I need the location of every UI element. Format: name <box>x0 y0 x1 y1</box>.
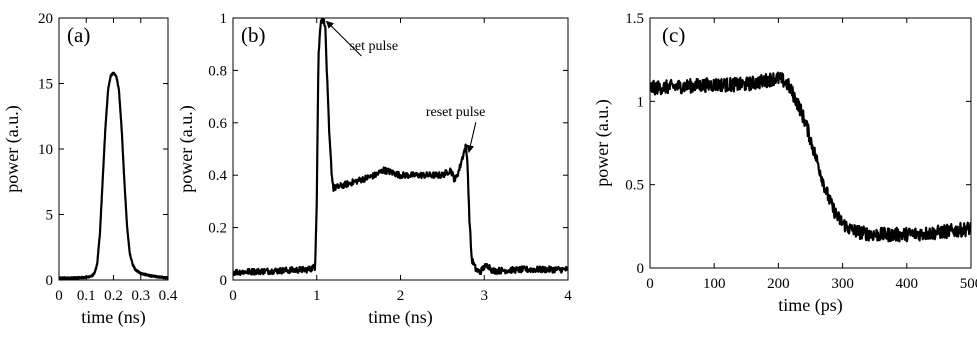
y-tick-label: 10 <box>38 142 53 158</box>
y-axis-label: power (a.u.) <box>2 105 23 192</box>
x-tick-label: 0 <box>55 288 63 304</box>
panel-label: (b) <box>241 23 266 47</box>
y-tick-label: 0 <box>220 273 228 289</box>
y-tick-label: 15 <box>38 77 53 93</box>
series-line-1 <box>59 71 168 280</box>
y-tick-label: 0 <box>46 273 54 289</box>
x-axis-label: time (ps) <box>778 295 843 316</box>
x-tick-label: 0.3 <box>131 288 150 304</box>
x-tick-label: 0 <box>646 276 654 292</box>
y-tick-label: 0.5 <box>625 178 644 194</box>
x-tick-label: 100 <box>703 276 726 292</box>
y-tick-label: 20 <box>38 11 53 27</box>
x-tick-label: 0 <box>229 288 237 304</box>
chart-panel-2: 0 1 2 3 4 0 0.2 0.4 0.6 0.8 1 time (ns) power (a.u.)… <box>176 11 572 328</box>
y-tick-label: 1 <box>220 11 228 27</box>
panel-label: (c) <box>662 23 685 47</box>
x-tick-label: 300 <box>831 276 854 292</box>
annotation-arrow <box>466 122 477 153</box>
chart-panel-1: 0 0.1 0.2 0.3 0.4 0 5 10 15 20 time (ns) power (a.u… <box>2 11 178 328</box>
annotation-label: reset pulse <box>426 105 485 120</box>
y-tick-label: 0.6 <box>208 116 227 132</box>
series-line-1 <box>650 71 971 243</box>
x-axis-label: time (ns) <box>81 307 146 328</box>
plot-frame <box>649 17 972 269</box>
y-tick-label: 0.2 <box>208 221 227 237</box>
x-tick-label: 200 <box>767 276 790 292</box>
x-tick-label: 1 <box>313 288 321 304</box>
x-tick-label: 3 <box>481 288 489 304</box>
x-tick-label: 0.4 <box>159 288 178 304</box>
x-axis-label: time (ns) <box>368 307 433 328</box>
x-tick-label: 400 <box>896 276 919 292</box>
y-tick-label: 0 <box>637 261 645 277</box>
plot-frame <box>232 17 569 281</box>
plot-frame <box>58 17 169 281</box>
x-tick-label: 2 <box>397 288 405 304</box>
x-tick-label: 4 <box>564 288 572 304</box>
x-tick-label: 500 <box>960 276 977 292</box>
panel-label: (a) <box>67 23 90 47</box>
y-tick-label: 0.4 <box>208 168 227 184</box>
y-tick-label: 1.5 <box>625 11 644 27</box>
y-tick-label: 0.8 <box>208 63 227 79</box>
x-tick-label: 0.1 <box>77 288 96 304</box>
y-tick-label: 5 <box>46 208 54 224</box>
y-axis-label: power (a.u.) <box>592 99 613 186</box>
series-line-1 <box>233 18 568 277</box>
chart-panel-3: 0 100 200 300 400 500 0 0.5 1 1.5 time (ps) power (… <box>592 11 977 316</box>
x-tick-label: 0.2 <box>104 288 123 304</box>
y-axis-label: power (a.u.) <box>176 105 197 192</box>
annotation-arrow <box>325 20 362 57</box>
y-tick-label: 1 <box>637 94 645 110</box>
annotation-label: set pulse <box>349 39 398 54</box>
